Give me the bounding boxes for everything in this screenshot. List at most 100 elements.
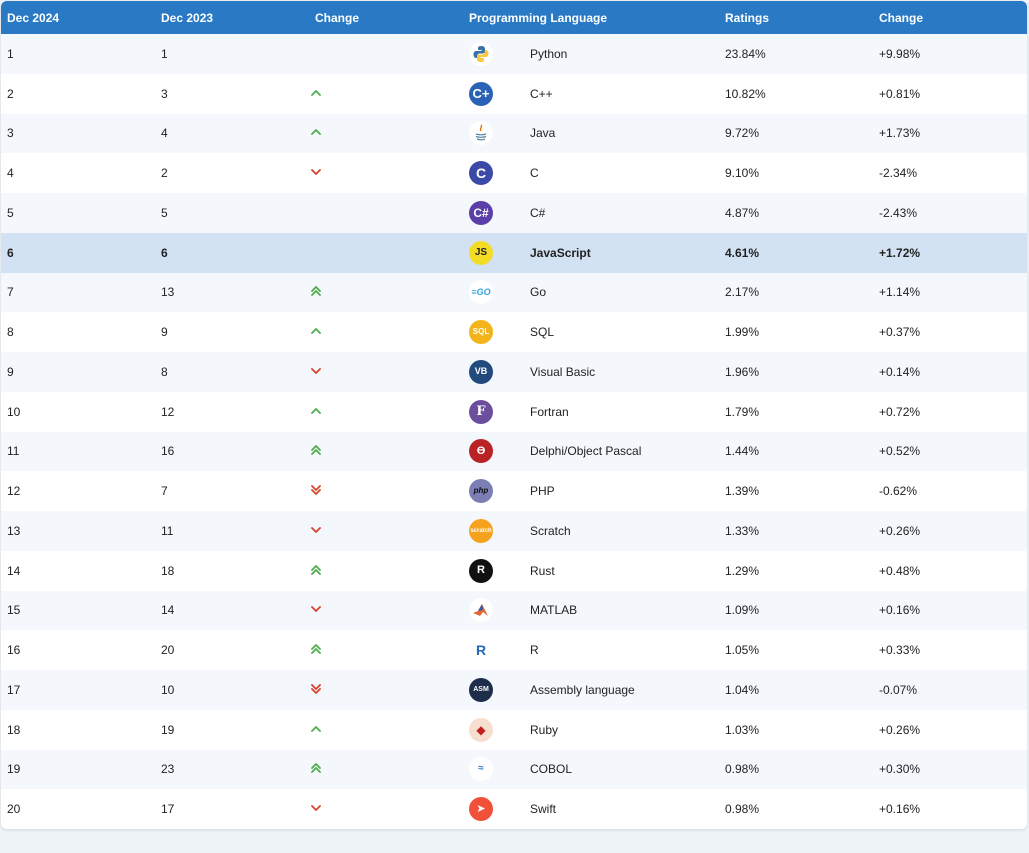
down-arrow-icon <box>311 366 321 376</box>
header-rating-change: Change <box>879 10 924 25</box>
language-name: Go <box>524 272 719 313</box>
language-logo-cell: R <box>463 630 524 670</box>
table-header-row: Dec 2024 Dec 2023 Change Programming Lan… <box>1 1 1027 34</box>
language-logo-cell: C <box>463 153 524 193</box>
current-rank: 14 <box>1 550 155 591</box>
language-name: Java <box>524 113 719 154</box>
rating-change: +0.33% <box>873 630 1027 670</box>
rating-value: 4.61% <box>719 232 873 273</box>
sql-logo-icon: SQL <box>469 320 493 345</box>
table-row: 9 8 VB Visual Basic 1.96% +0.14% <box>1 352 1027 392</box>
go-logo-icon: ≡GO <box>469 280 493 305</box>
current-rank: 10 <box>1 391 155 432</box>
rating-value: 1.09% <box>719 590 873 631</box>
double-down-arrow-icon <box>311 683 321 694</box>
table-row: 7 13 ≡GO Go 2.17% +1.14% <box>1 272 1027 313</box>
language-name: R <box>524 630 719 670</box>
table-row: 1 1 Python 23.84% +9.98% <box>1 34 1027 74</box>
rating-change: -2.34% <box>873 153 1027 193</box>
header-language: Programming Language <box>469 10 608 25</box>
header-current-rank: Dec 2024 <box>7 10 60 25</box>
language-name: Swift <box>524 789 719 829</box>
table-row: 2 3 C+ C++ 10.82% +0.81% <box>1 73 1027 114</box>
double-up-arrow-icon <box>311 763 321 774</box>
rating-change: +1.72% <box>873 232 1027 273</box>
rank-change-cell <box>309 749 463 790</box>
table-row: 17 10 ASM Assembly language 1.04% -0.07% <box>1 670 1027 710</box>
language-logo-cell: ➤ <box>463 789 524 829</box>
rank-change-cell <box>309 232 463 273</box>
language-logo-cell: F <box>463 391 524 432</box>
rating-value: 1.05% <box>719 630 873 670</box>
rank-change-cell <box>309 73 463 114</box>
double-up-arrow-icon <box>311 644 321 655</box>
table-row: 8 9 SQL SQL 1.99% +0.37% <box>1 312 1027 352</box>
language-logo-cell: SQL <box>463 312 524 352</box>
table-body: 1 1 Python 23.84% +9.98% 2 3 C+ C++ 10.8… <box>1 34 1027 829</box>
previous-rank: 1 <box>155 34 309 74</box>
current-rank: 4 <box>1 153 155 193</box>
cpp-logo-icon: C+ <box>469 81 493 106</box>
matlab-logo-icon <box>469 598 493 623</box>
table-row: 16 20 R R 1.05% +0.33% <box>1 630 1027 670</box>
language-logo-cell: VB <box>463 352 524 392</box>
rating-value: 0.98% <box>719 749 873 790</box>
previous-rank: 10 <box>155 670 309 710</box>
current-rank: 16 <box>1 630 155 670</box>
assembly-logo-icon: ASM <box>469 677 493 702</box>
current-rank: 5 <box>1 193 155 233</box>
down-arrow-icon <box>311 604 321 614</box>
language-logo-cell: ≈ <box>463 749 524 790</box>
previous-rank: 9 <box>155 312 309 352</box>
rank-change-cell <box>309 590 463 631</box>
visual-basic-logo-icon: VB <box>469 359 493 384</box>
rating-change: +0.81% <box>873 73 1027 114</box>
scratch-logo-icon: scratch <box>469 518 493 543</box>
current-rank: 3 <box>1 113 155 154</box>
current-rank: 2 <box>1 73 155 114</box>
rating-change: -0.07% <box>873 670 1027 710</box>
current-rank: 20 <box>1 789 155 829</box>
rating-change: +0.26% <box>873 709 1027 750</box>
previous-rank: 20 <box>155 630 309 670</box>
language-logo-cell: R <box>463 550 524 591</box>
language-name: Rust <box>524 550 719 591</box>
rating-value: 1.79% <box>719 391 873 432</box>
header-change: Change <box>315 10 360 25</box>
rating-change: +0.14% <box>873 352 1027 392</box>
previous-rank: 18 <box>155 550 309 591</box>
no-change <box>311 207 321 217</box>
table-row: 18 19 ◆ Ruby 1.03% +0.26% <box>1 709 1027 750</box>
language-logo-cell: scratch <box>463 511 524 551</box>
table-row: 13 11 scratch Scratch 1.33% +0.26% <box>1 511 1027 551</box>
language-logo-cell <box>463 34 524 74</box>
table-row: 3 4 Java 9.72% +1.73% <box>1 113 1027 154</box>
java-logo-icon <box>469 121 493 146</box>
language-logo-cell: C+ <box>463 73 524 114</box>
current-rank: 13 <box>1 511 155 551</box>
previous-rank: 23 <box>155 749 309 790</box>
rank-change-cell <box>309 34 463 74</box>
swift-logo-icon: ➤ <box>469 797 493 822</box>
language-name: Ruby <box>524 709 719 750</box>
language-logo-cell: ϴ <box>463 431 524 472</box>
current-rank: 7 <box>1 272 155 313</box>
rating-change: +0.16% <box>873 590 1027 631</box>
previous-rank: 14 <box>155 590 309 631</box>
double-down-arrow-icon <box>311 485 321 496</box>
table-row: 12 7 php PHP 1.39% -0.62% <box>1 471 1027 511</box>
language-name: Python <box>524 34 719 74</box>
rating-value: 1.99% <box>719 312 873 352</box>
rating-change: +1.73% <box>873 113 1027 154</box>
rating-value: 1.29% <box>719 550 873 591</box>
language-name: Scratch <box>524 511 719 551</box>
rank-change-cell <box>309 113 463 154</box>
previous-rank: 3 <box>155 73 309 114</box>
python-logo-icon <box>469 41 493 66</box>
rank-change-cell <box>309 312 463 352</box>
language-name: COBOL <box>524 749 719 790</box>
up-arrow-icon <box>311 326 321 336</box>
table-row: 20 17 ➤ Swift 0.98% +0.16% <box>1 789 1027 829</box>
rating-value: 1.33% <box>719 511 873 551</box>
table-row: 6 6 JS JavaScript 4.61% +1.72% <box>1 232 1027 273</box>
